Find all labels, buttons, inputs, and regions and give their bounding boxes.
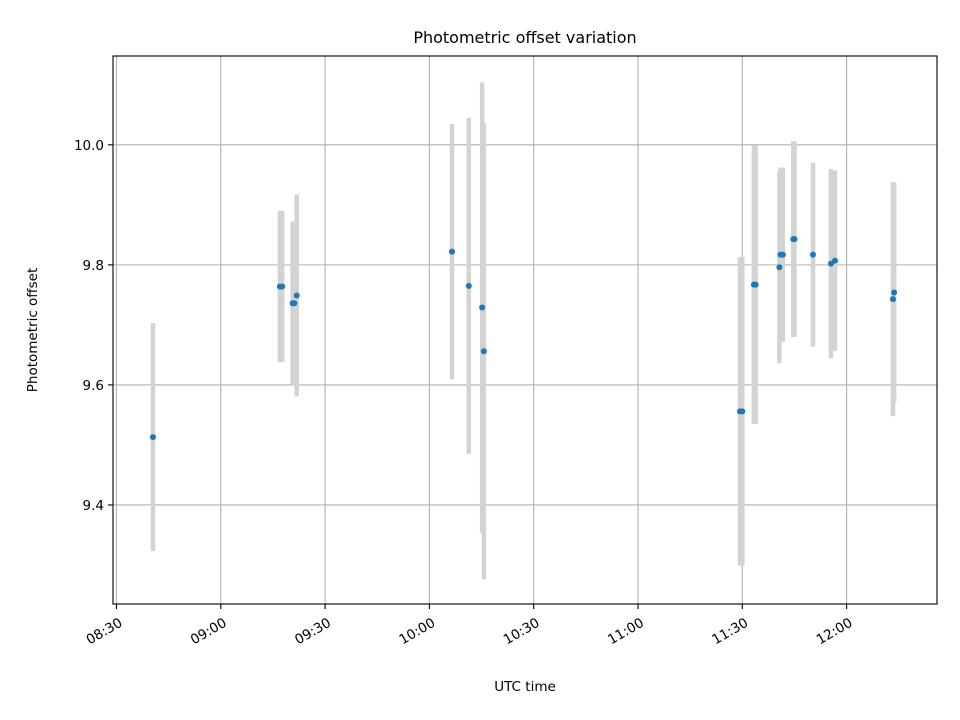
x-tick-label: 08:30 xyxy=(84,615,126,648)
x-axis-label: UTC time xyxy=(494,679,556,695)
data-point xyxy=(279,283,286,290)
data-point xyxy=(448,248,455,255)
x-tick-label: 10:30 xyxy=(501,615,543,648)
y-tick-label: 9.6 xyxy=(83,378,104,394)
data-point xyxy=(752,281,759,288)
data-point xyxy=(891,289,898,296)
y-tick-label: 9.4 xyxy=(83,498,104,514)
x-axis-ticks: 08:30 09:00 09:30 10:00 10:30 11:00 11:30 12:00 xyxy=(84,604,856,648)
chart-title: Photometric offset variation xyxy=(413,28,636,47)
y-axis-label: Photometric offset xyxy=(25,268,41,392)
data-point xyxy=(480,348,487,355)
data-point xyxy=(465,282,472,289)
x-tick-label: 09:30 xyxy=(292,615,334,648)
data-point xyxy=(776,264,783,271)
data-point xyxy=(291,300,298,307)
x-tick-label: 09:00 xyxy=(188,615,230,648)
x-tick-label: 12:00 xyxy=(814,615,856,648)
y-tick-label: 10.0 xyxy=(74,138,104,154)
data-point xyxy=(791,236,798,243)
data-point xyxy=(739,408,746,415)
data-point xyxy=(779,251,786,258)
x-tick-label: 10:00 xyxy=(396,615,438,648)
data-point xyxy=(832,257,839,264)
point-layer xyxy=(149,236,898,441)
x-tick-label: 11:00 xyxy=(605,615,647,648)
data-point xyxy=(479,304,486,311)
plot-frame xyxy=(112,55,938,605)
grid-layer xyxy=(113,56,937,604)
data-point xyxy=(293,292,300,299)
x-tick-label: 11:30 xyxy=(709,615,751,648)
data-point xyxy=(889,296,896,303)
data-point xyxy=(149,434,156,441)
y-axis-ticks: 9.4 9.6 9.8 10.0 xyxy=(74,138,113,514)
y-tick-label: 9.8 xyxy=(83,258,104,274)
data-point xyxy=(809,251,816,258)
